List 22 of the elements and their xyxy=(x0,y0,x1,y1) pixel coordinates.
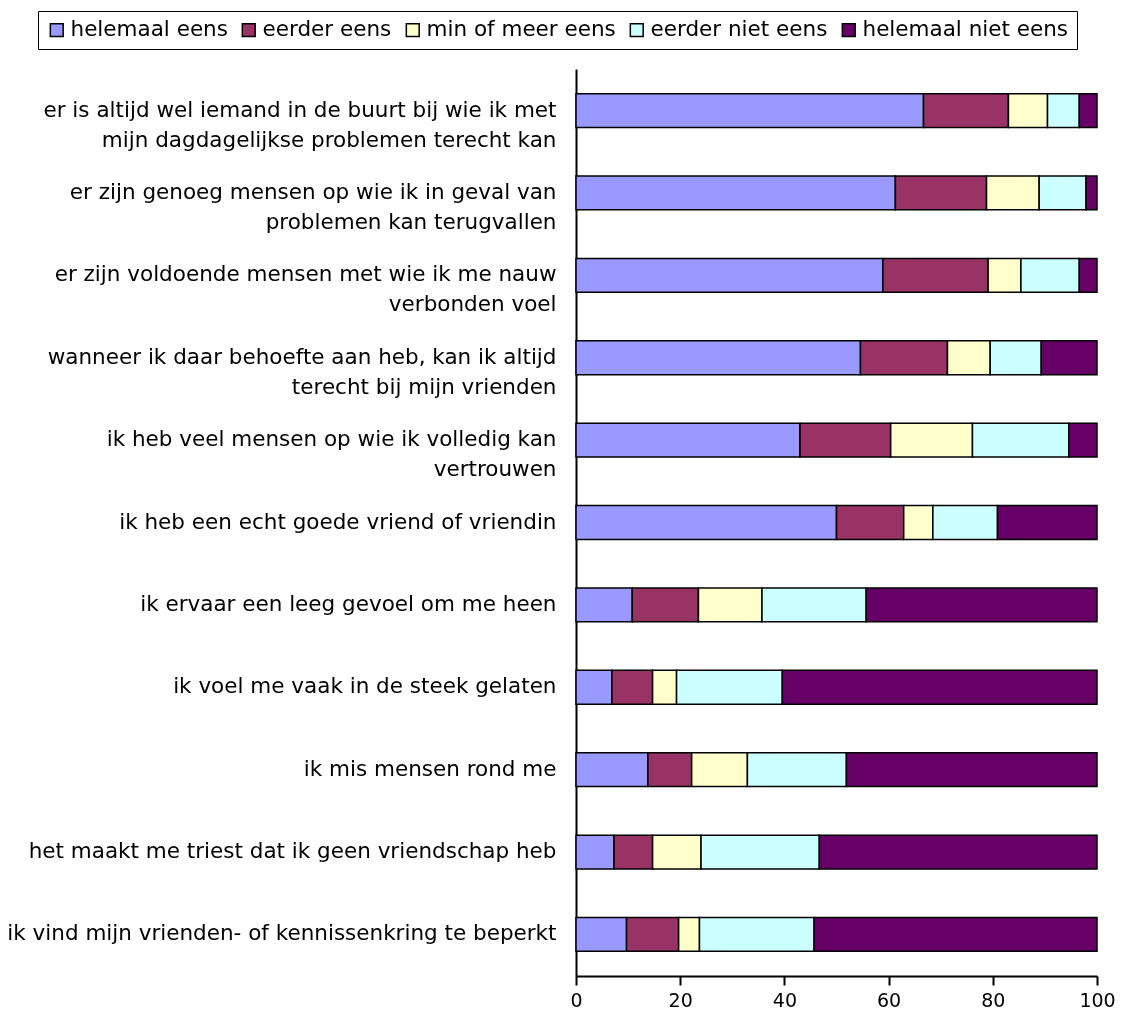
y-tick-label: er zijn genoeg mensen op wie ik in geval van problemen kan terugvallen xyxy=(69,178,557,234)
legend-label: eerder niet eens xyxy=(650,16,828,42)
y-tick-label: ik mis mensen rond me xyxy=(303,755,557,781)
legend-label: eerder eens xyxy=(262,16,392,42)
x-tick-label: 100 xyxy=(1079,988,1116,1011)
y-tick-label: het maakt me triest dat ik geen vriendschap heb xyxy=(28,838,557,864)
y-tick-label: er is altijd wel iemand in de buurt bij wie ik met mijn dagdagelijkse problemen terecht kan xyxy=(43,96,557,152)
x-tick-label: 20 xyxy=(668,988,693,1011)
y-tick-label: er zijn voldoende mensen met wie ik me nauw verbonden voel xyxy=(54,261,557,317)
legend-label: helemaal niet eens xyxy=(862,16,1069,42)
y-tick-label: ik vind mijn vrienden- of kennissenkring te beperkt xyxy=(7,920,557,946)
legend-label: min of meer eens xyxy=(426,16,616,42)
legend-label: helemaal eens xyxy=(70,16,228,42)
y-tick-label: ik heb veel mensen op wie ik volledig kan vertrouwen xyxy=(106,426,557,482)
x-tick-label: 0 xyxy=(570,988,583,1011)
y-tick-label: wanneer ik daar behoefte aan heb, kan ik altijd terecht bij mijn vrienden xyxy=(47,343,557,399)
x-tick-label: 60 xyxy=(877,988,902,1011)
y-tick-label: ik heb een echt goede vriend of vriendin xyxy=(119,508,557,534)
y-tick-label: ik voel me vaak in de steek gelaten xyxy=(173,673,557,699)
x-tick-label: 40 xyxy=(772,988,797,1011)
x-tick-label: 80 xyxy=(981,988,1006,1011)
y-tick-label: ik ervaar een leeg gevoel om me heen xyxy=(140,590,557,616)
